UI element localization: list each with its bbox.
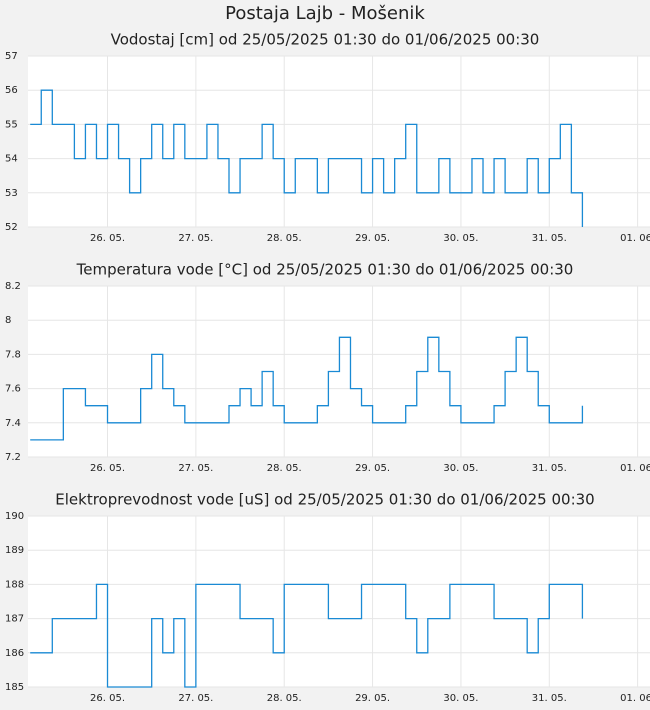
x-tick-label: 01. 06.: [620, 693, 650, 704]
y-tick-label: 7.6: [5, 384, 21, 395]
chart-title: Elektroprevodnost vode [uS] od 25/05/202…: [55, 491, 594, 509]
y-tick-label: 8: [5, 315, 11, 326]
y-tick-label: 56: [5, 85, 18, 96]
data-line: [30, 336, 584, 441]
y-tick-label: 53: [5, 188, 18, 199]
y-tick-label: 54: [5, 154, 18, 165]
x-tick-label: 26. 05.: [90, 693, 125, 704]
x-tick-label: 31. 05.: [532, 463, 567, 474]
x-tick-label: 30. 05.: [443, 463, 478, 474]
x-tick-label: 28. 05.: [267, 693, 302, 704]
y-tick-label: 185: [5, 682, 24, 693]
y-tick-label: 7.4: [5, 418, 21, 429]
y-tick-label: 8.2: [5, 281, 21, 292]
x-tick-label: 29. 05.: [355, 693, 390, 704]
plot-area: [28, 56, 650, 227]
y-tick-label: 7.2: [5, 452, 21, 463]
x-tick-label: 27. 05.: [178, 233, 213, 244]
x-tick-label: 31. 05.: [532, 233, 567, 244]
x-tick-label: 30. 05.: [443, 233, 478, 244]
y-tick-label: 188: [5, 579, 24, 590]
y-tick-label: 57: [5, 51, 18, 62]
x-tick-label: 01. 06.: [620, 233, 650, 244]
y-tick-label: 186: [5, 648, 24, 659]
x-tick-label: 01. 06.: [620, 463, 650, 474]
x-tick-label: 29. 05.: [355, 233, 390, 244]
x-tick-label: 28. 05.: [267, 233, 302, 244]
y-tick-label: 52: [5, 222, 18, 233]
y-tick-label: 7.8: [5, 349, 21, 360]
page-title: Postaja Lajb - Mošenik: [225, 3, 425, 24]
x-tick-label: 28. 05.: [267, 463, 302, 474]
y-tick-label: 190: [5, 511, 24, 522]
data-line: [30, 89, 584, 227]
x-tick-label: 26. 05.: [90, 233, 125, 244]
y-tick-label: 55: [5, 119, 18, 130]
chart-title: Vodostaj [cm] od 25/05/2025 01:30 do 01/…: [111, 31, 540, 49]
x-tick-label: 29. 05.: [355, 463, 390, 474]
y-tick-label: 187: [5, 614, 24, 625]
y-tick-label: 189: [5, 545, 24, 556]
x-tick-label: 31. 05.: [532, 693, 567, 704]
plot-area: [28, 516, 650, 687]
x-tick-label: 27. 05.: [178, 693, 213, 704]
data-line: [30, 583, 584, 688]
x-tick-label: 26. 05.: [90, 463, 125, 474]
x-tick-label: 27. 05.: [178, 463, 213, 474]
x-tick-label: 30. 05.: [443, 693, 478, 704]
chart-title: Temperatura vode [°C] od 25/05/2025 01:3…: [76, 261, 574, 279]
